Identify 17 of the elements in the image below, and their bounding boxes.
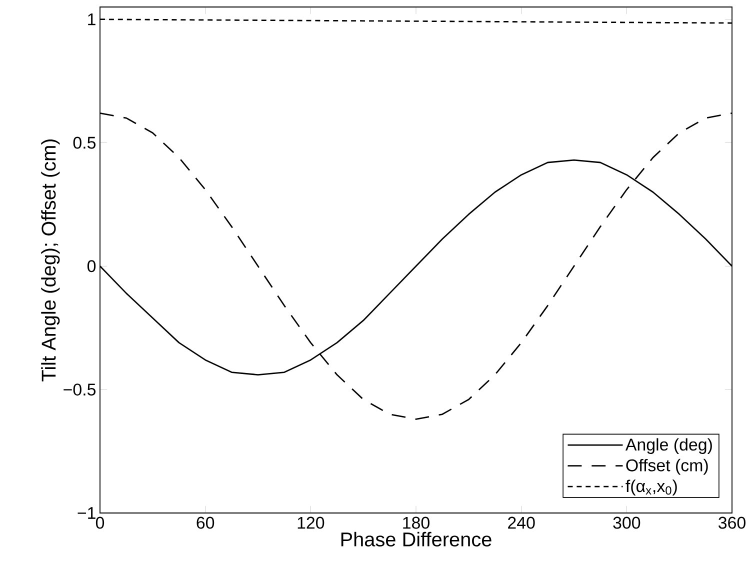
y-axis-title: Tilt Angle (deg); Offset (cm) xyxy=(41,139,60,382)
y-tick-label: 0 xyxy=(87,260,96,272)
y-tick-label: 0.5 xyxy=(73,136,96,149)
y-tick-label: 1 xyxy=(88,14,96,26)
x-tick-label: 300 xyxy=(613,516,640,529)
y-tick-label: −1 xyxy=(78,507,96,519)
x-tick-label: 360 xyxy=(718,516,746,529)
x-tick-label: 120 xyxy=(298,516,324,529)
legend-label: Offset (cm) xyxy=(626,458,708,475)
x-tick-label: 0 xyxy=(96,516,104,529)
legend-label: f(α$_{x}$,x$_{0}$) xyxy=(626,480,677,496)
x-tick-label: 180 xyxy=(403,516,430,529)
x-tick-label: 60 xyxy=(196,516,214,529)
legend-label: Angle (deg) xyxy=(625,438,712,454)
x-tick-label: 240 xyxy=(508,516,535,529)
y-tick-label: −0.5 xyxy=(64,384,96,396)
x-axis-title: Phase Difference xyxy=(341,532,492,546)
